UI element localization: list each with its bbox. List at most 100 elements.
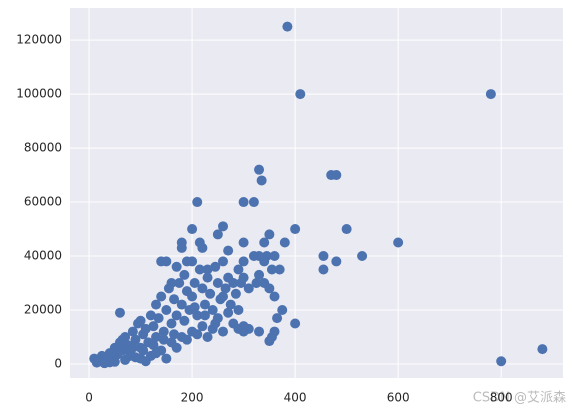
point bbox=[238, 272, 249, 283]
point bbox=[161, 256, 172, 267]
x-tick-label: 800 bbox=[490, 391, 513, 405]
point bbox=[153, 313, 164, 324]
point bbox=[269, 326, 280, 337]
point bbox=[187, 224, 198, 235]
point bbox=[269, 291, 280, 302]
point bbox=[192, 329, 203, 340]
y-tick-label: 40000 bbox=[24, 249, 62, 263]
point bbox=[254, 326, 265, 337]
point bbox=[331, 170, 342, 181]
point bbox=[223, 245, 234, 256]
point bbox=[290, 318, 301, 329]
point bbox=[163, 283, 174, 294]
x-tick-label: 0 bbox=[85, 391, 93, 405]
point bbox=[210, 261, 221, 272]
point bbox=[331, 256, 342, 267]
point bbox=[187, 291, 198, 302]
point bbox=[130, 334, 141, 345]
point bbox=[199, 299, 210, 310]
point bbox=[202, 331, 213, 342]
y-tick-label: 100000 bbox=[16, 87, 62, 101]
point bbox=[251, 278, 262, 289]
point bbox=[225, 299, 236, 310]
point bbox=[161, 353, 172, 364]
point bbox=[243, 323, 254, 334]
point bbox=[218, 326, 228, 337]
point bbox=[238, 256, 249, 267]
point bbox=[228, 278, 239, 289]
point bbox=[179, 269, 190, 280]
point bbox=[197, 242, 208, 253]
point bbox=[104, 357, 115, 368]
point bbox=[277, 304, 288, 315]
point bbox=[151, 331, 162, 342]
point bbox=[192, 197, 203, 208]
point bbox=[269, 251, 280, 262]
point bbox=[179, 315, 190, 326]
point bbox=[192, 310, 203, 321]
point bbox=[127, 326, 138, 337]
point bbox=[266, 264, 277, 275]
point bbox=[272, 313, 283, 324]
point bbox=[357, 251, 368, 262]
point bbox=[171, 261, 182, 272]
point bbox=[140, 323, 151, 334]
point bbox=[248, 197, 259, 208]
point bbox=[233, 304, 244, 315]
point bbox=[197, 283, 208, 294]
point bbox=[259, 237, 270, 248]
point bbox=[274, 264, 285, 275]
y-tick-label: 20000 bbox=[24, 302, 62, 316]
point bbox=[169, 294, 180, 305]
watermark: CSDN @艾派森 bbox=[473, 391, 566, 406]
point bbox=[248, 251, 259, 262]
point bbox=[238, 197, 249, 208]
point bbox=[264, 336, 275, 347]
point bbox=[223, 307, 234, 318]
point bbox=[202, 264, 213, 275]
point bbox=[127, 342, 138, 353]
point bbox=[166, 318, 177, 329]
point bbox=[202, 272, 213, 283]
point bbox=[393, 237, 404, 248]
x-tick-label: 400 bbox=[284, 391, 307, 405]
y-tick-label: 60000 bbox=[24, 195, 62, 209]
point bbox=[161, 304, 172, 315]
point bbox=[243, 283, 254, 294]
point bbox=[151, 348, 162, 359]
point bbox=[318, 264, 329, 275]
point bbox=[341, 224, 352, 235]
point bbox=[318, 251, 329, 262]
point bbox=[148, 340, 159, 351]
point bbox=[197, 321, 208, 332]
point bbox=[151, 299, 162, 310]
point bbox=[135, 353, 146, 364]
point bbox=[485, 89, 496, 100]
point bbox=[215, 294, 226, 305]
point bbox=[220, 283, 231, 294]
point bbox=[171, 310, 182, 321]
y-tick-label: 120000 bbox=[16, 33, 62, 47]
point bbox=[210, 318, 221, 329]
x-tick-label: 600 bbox=[387, 391, 410, 405]
point bbox=[218, 256, 228, 267]
point bbox=[199, 310, 210, 321]
point bbox=[264, 283, 275, 294]
point bbox=[158, 326, 169, 337]
point bbox=[218, 221, 228, 232]
point bbox=[230, 288, 241, 299]
point bbox=[171, 342, 182, 353]
point bbox=[295, 89, 306, 100]
point bbox=[282, 21, 293, 32]
point bbox=[259, 256, 270, 267]
point bbox=[189, 302, 200, 313]
point bbox=[233, 323, 244, 334]
point bbox=[194, 264, 205, 275]
point bbox=[114, 307, 125, 318]
point bbox=[156, 291, 167, 302]
point bbox=[135, 315, 146, 326]
point bbox=[290, 224, 301, 235]
point bbox=[148, 321, 159, 332]
point bbox=[238, 237, 249, 248]
